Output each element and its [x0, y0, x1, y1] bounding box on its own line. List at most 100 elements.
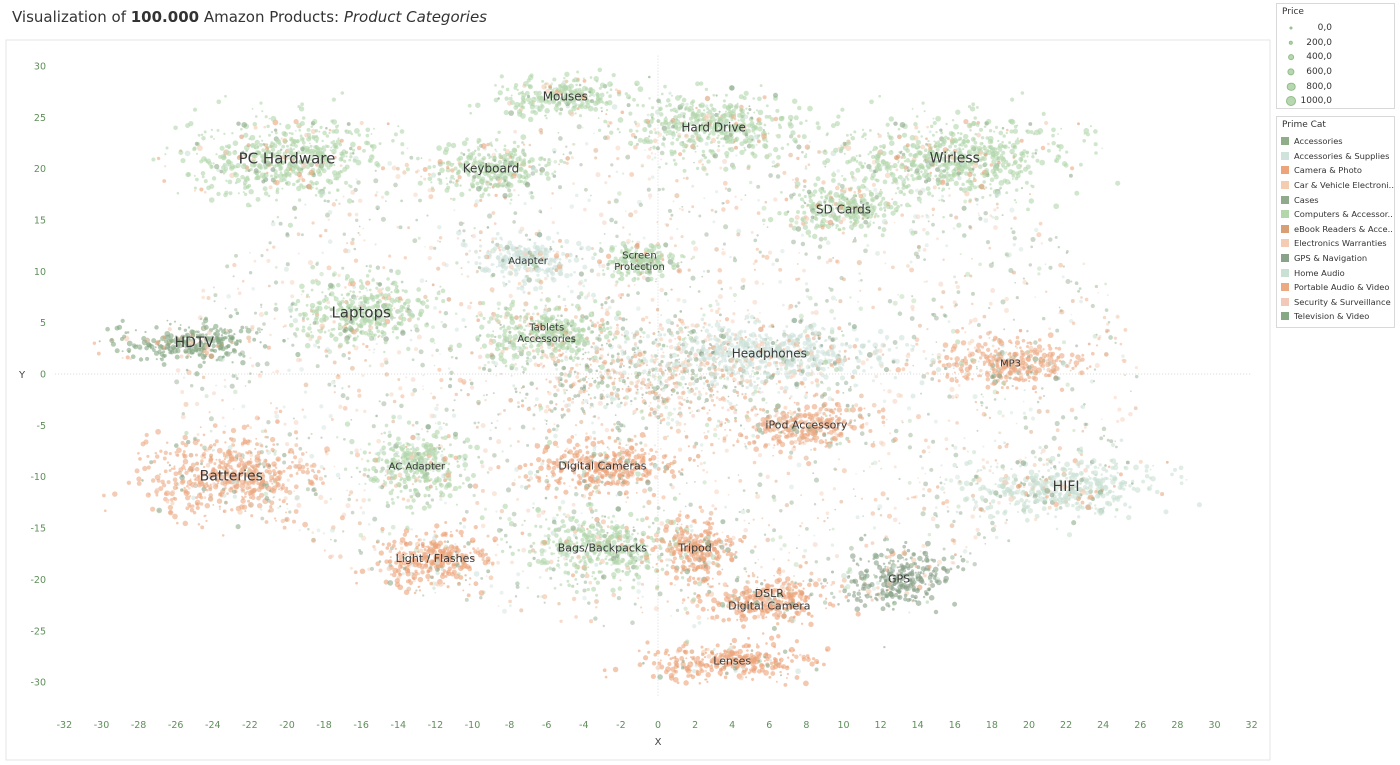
- scatter-point: [1052, 436, 1057, 441]
- scatter-point: [526, 509, 530, 513]
- scatter-point: [532, 427, 535, 430]
- scatter-point: [612, 104, 618, 110]
- scatter-point: [929, 468, 933, 472]
- scatter-point: [918, 249, 921, 252]
- scatter-point: [306, 128, 310, 132]
- scatter-point: [680, 403, 683, 406]
- scatter-point: [635, 375, 639, 379]
- scatter-point: [729, 85, 734, 90]
- scatter-point: [528, 165, 531, 168]
- scatter-point: [658, 166, 661, 169]
- scatter-point: [1114, 396, 1117, 399]
- scatter-point: [243, 133, 248, 138]
- scatter-point: [702, 480, 706, 484]
- scatter-point: [1135, 366, 1138, 369]
- scatter-point: [494, 84, 497, 87]
- scatter-point: [801, 234, 804, 237]
- scatter-point: [1062, 340, 1066, 344]
- scatter-point: [571, 156, 574, 159]
- scatter-point: [635, 380, 639, 384]
- scatter-point: [512, 384, 515, 387]
- scatter-point: [507, 517, 511, 521]
- scatter-point: [475, 102, 481, 108]
- scatter-point: [722, 531, 724, 533]
- scatter-point: [921, 544, 925, 548]
- scatter-point: [546, 405, 550, 409]
- scatter-point: [1025, 457, 1027, 459]
- scatter-point: [516, 498, 519, 501]
- scatter-point: [1104, 282, 1107, 285]
- scatter-point: [632, 579, 635, 582]
- scatter-point: [610, 163, 613, 166]
- scatter-point: [561, 383, 565, 387]
- scatter-point: [511, 95, 513, 97]
- scatter-point: [475, 199, 480, 204]
- scatter-point: [709, 511, 714, 516]
- scatter-point: [670, 615, 672, 617]
- scatter-point: [725, 135, 730, 140]
- scatter-point: [229, 191, 233, 195]
- scatter-point: [472, 178, 476, 182]
- scatter-point: [249, 252, 251, 254]
- scatter-point: [598, 401, 603, 406]
- scatter-point: [433, 247, 436, 250]
- scatter-point: [729, 287, 732, 290]
- scatter-point: [555, 319, 558, 322]
- scatter-point: [664, 292, 668, 296]
- scatter-point: [254, 126, 258, 130]
- scatter-point: [650, 113, 654, 117]
- scatter-point: [268, 195, 271, 198]
- scatter-point: [606, 109, 608, 111]
- scatter-point: [391, 420, 395, 424]
- scatter-point: [324, 475, 327, 478]
- scatter-point: [479, 250, 481, 252]
- scatter-point: [472, 234, 476, 238]
- scatter-point: [971, 303, 974, 306]
- scatter-point: [546, 423, 548, 425]
- scatter-point: [516, 572, 520, 576]
- scatter-point: [944, 437, 948, 441]
- scatter-point: [1037, 272, 1040, 275]
- scatter-point: [296, 139, 300, 143]
- scatter-point: [571, 383, 575, 387]
- scatter-point: [539, 280, 544, 285]
- scatter-point: [557, 602, 560, 605]
- scatter-point: [283, 132, 288, 137]
- scatter-point: [950, 555, 955, 560]
- scatter-point: [202, 175, 205, 178]
- scatter-point: [739, 511, 741, 513]
- scatter-point: [1029, 407, 1033, 411]
- scatter-point: [941, 195, 944, 198]
- scatter-point: [660, 158, 662, 160]
- scatter-point: [223, 133, 225, 135]
- scatter-point: [419, 349, 424, 354]
- scatter-point: [379, 569, 383, 573]
- scatter-point: [906, 497, 909, 500]
- scatter-point: [582, 596, 587, 601]
- scatter-point: [390, 573, 392, 575]
- scatter-point: [486, 535, 489, 538]
- scatter-point: [304, 204, 306, 206]
- scatter-point: [195, 178, 199, 182]
- scatter-point: [680, 330, 684, 334]
- scatter-point: [988, 337, 990, 339]
- scatter-point: [624, 404, 627, 407]
- scatter-point: [757, 126, 762, 131]
- scatter-point: [214, 300, 216, 302]
- scatter-point: [255, 362, 260, 367]
- scatter-point: [226, 294, 231, 299]
- scatter-point: [695, 604, 699, 608]
- scatter-point: [795, 305, 798, 308]
- scatter-point: [399, 404, 404, 409]
- scatter-point: [858, 272, 860, 274]
- scatter-point: [601, 110, 603, 112]
- scatter-point: [808, 296, 812, 300]
- scatter-point: [482, 367, 486, 371]
- scatter-point: [359, 471, 361, 473]
- scatter-point: [490, 429, 492, 431]
- scatter-point: [702, 163, 704, 165]
- scatter-point: [464, 468, 467, 471]
- scatter-point: [294, 420, 299, 425]
- scatter-point: [811, 311, 815, 315]
- scatter-point: [607, 368, 611, 372]
